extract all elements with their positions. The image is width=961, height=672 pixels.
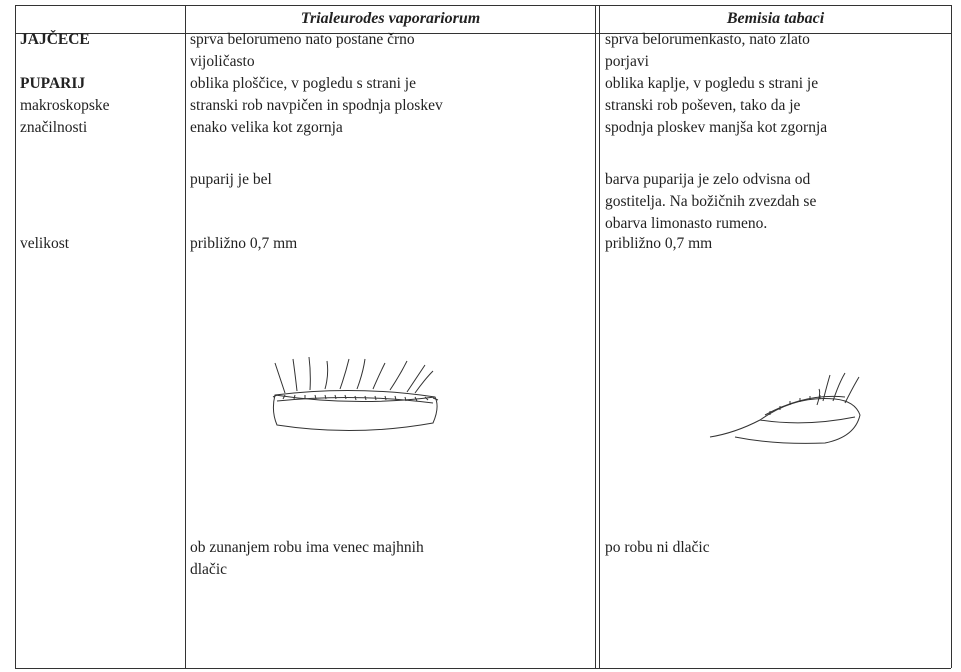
text-line: dlačic (190, 561, 228, 578)
text-line: oblika ploščice, v pogledu s strani je (190, 75, 416, 92)
text-line: sprva belorumenkasto, nato zlato (605, 31, 810, 48)
table-border (599, 5, 600, 668)
text-line: barva puparija je zelo odvisna od (605, 171, 811, 188)
cell-text: po robu ni dlačic (605, 537, 710, 559)
text-line: JAJČECE (20, 31, 90, 48)
table-border (15, 5, 16, 668)
cell-text: sprva belorumenkasto, nato zlato porjavi (605, 29, 810, 73)
cell-text: oblika kaplje, v pogledu s strani je stra… (605, 73, 827, 139)
text-line: vijoličasto (190, 53, 255, 70)
row-label: PUPARIJ makroskopske značilnosti (20, 73, 110, 139)
text-line: sprva belorumeno nato postane črno (190, 31, 415, 48)
text-line: gostitelja. Na božičnih zvezdah se (605, 193, 817, 210)
cell-text: oblika ploščice, v pogledu s strani je st… (190, 73, 443, 139)
cell-text: približno 0,7 mm (605, 233, 712, 255)
cell-text: barva puparija je zelo odvisna od gostite… (605, 169, 816, 235)
text-line: puparij je bel (190, 171, 272, 188)
text-line: približno 0,7 mm (605, 235, 713, 252)
text-line: po robu ni dlačic (605, 539, 710, 556)
text-line: ob zunanjem robu ima venec majhnih (190, 539, 424, 556)
text-line: obarva limonasto rumeno. (605, 215, 768, 232)
text-line: značilnosti (20, 119, 88, 136)
column-header: Trialeurodes vaporariorum (300, 10, 481, 27)
text-line: velikost (20, 235, 70, 252)
cell-text: ob zunanjem robu ima venec majhnih dlačic (190, 537, 424, 581)
row-label: velikost (20, 233, 69, 255)
table-border (595, 5, 596, 668)
table-border (15, 668, 951, 669)
text-line: stranski rob poševen, tako da je (605, 97, 801, 114)
text-line: spodnja ploskev manjša kot zgornja (605, 119, 828, 136)
text-line: približno 0,7 mm (190, 235, 298, 252)
text-line: porjavi (605, 53, 649, 70)
cell-text: približno 0,7 mm (190, 233, 297, 255)
column-header: Bemisia tabaci (726, 10, 825, 27)
table-border (15, 33, 951, 34)
text-line: PUPARIJ (20, 75, 86, 92)
cell-text: sprva belorumeno nato postane črno vijoli… (190, 29, 415, 73)
cell-text: puparij je bel (190, 169, 272, 191)
table-border (185, 5, 186, 668)
text-line: stranski rob navpičen in spodnja ploskev (190, 97, 443, 114)
bemisia-sketch (709, 372, 861, 444)
row-label: JAJČECE (20, 29, 90, 51)
table-border (15, 5, 951, 6)
text-line: enako velika kot zgornja (190, 119, 343, 136)
text-line: makroskopske (20, 97, 110, 114)
text-line: oblika kaplje, v pogledu s strani je (605, 75, 819, 92)
table-border (951, 5, 952, 668)
trialeurodes-sketch (272, 356, 439, 432)
